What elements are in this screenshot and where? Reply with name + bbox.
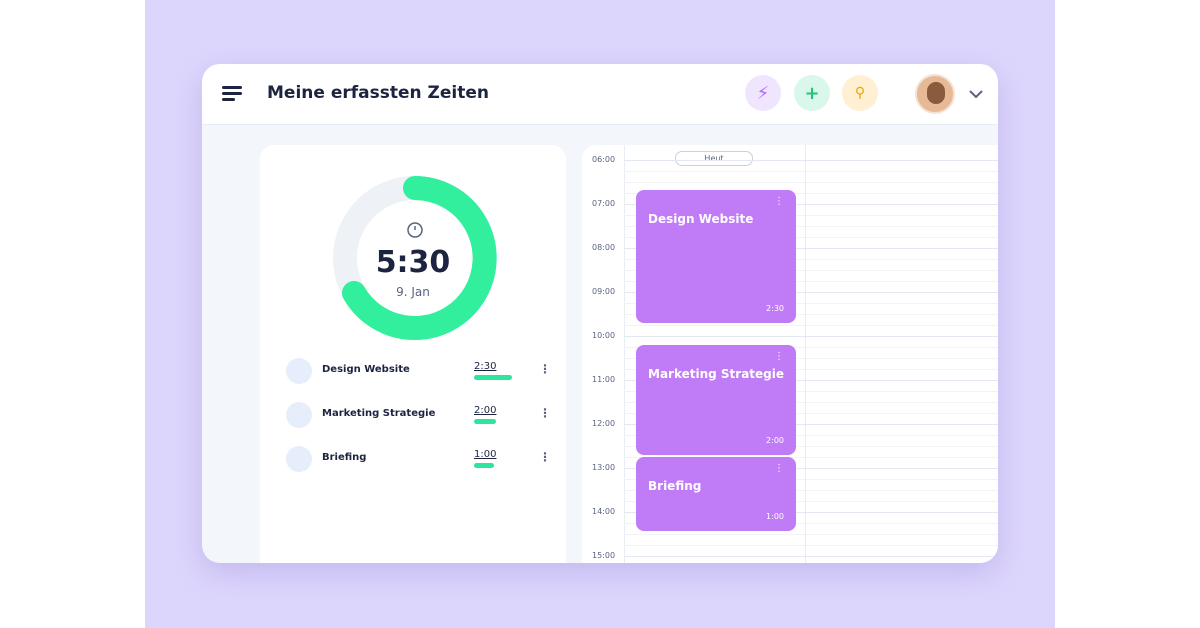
search-button[interactable]: ⚲ (842, 75, 878, 111)
header: Meine erfassten Zeiten ⚡ + ⚲ (202, 64, 998, 125)
grid-line (624, 215, 998, 216)
grid-line (624, 435, 998, 436)
grid-line (624, 248, 998, 249)
quick-button[interactable]: ⚡ (745, 75, 781, 111)
task-bar (474, 463, 494, 468)
grid-line (624, 369, 998, 370)
grid-line (624, 270, 998, 271)
total-time: 5:30 (375, 245, 451, 280)
menu-icon[interactable] (222, 85, 244, 103)
task-duration: 1:00 (474, 449, 497, 460)
event-title: Briefing (648, 479, 702, 493)
hour-label: 10:00 (592, 331, 616, 340)
grid-line (624, 237, 998, 238)
hour-label: 08:00 (592, 243, 616, 252)
grid-line (624, 314, 998, 315)
grid-line (624, 446, 998, 447)
event: Design Website 2:30 ⋮ (636, 190, 796, 323)
grid-line (624, 204, 998, 205)
dropdown-chevron[interactable] (969, 89, 983, 99)
event-duration: 1:00 (766, 512, 784, 521)
grid-line (624, 490, 998, 491)
event-menu: ⋮ (774, 351, 784, 362)
grid-line (624, 512, 998, 513)
grid-line (624, 336, 998, 337)
grid-line (624, 424, 998, 425)
task-menu: ⋮ (539, 406, 551, 420)
grid-line (624, 523, 998, 524)
hour-label: 14:00 (592, 507, 616, 516)
event-title: Marketing Strategie (648, 367, 785, 381)
task-menu: ⋮ (539, 362, 551, 376)
grid-line (624, 468, 998, 469)
grid-line (624, 160, 998, 161)
grid-line (624, 193, 998, 194)
grid-line (624, 292, 998, 293)
task-bar (474, 419, 496, 424)
grid-line (624, 281, 998, 282)
hour-label: 15:00 (592, 551, 616, 560)
hour-label: 12:00 (592, 419, 616, 428)
hour-label: 06:00 (592, 155, 616, 164)
calendar: Heut 06:00 07:00 08:00 09:00 10:00 11:00 12:00… (582, 145, 998, 563)
task-bar (474, 375, 512, 380)
app-window: Meine erfassten Zeiten ⚡ + ⚲ 5:30 9. Jan… (202, 64, 998, 563)
grid-line (624, 479, 998, 480)
task-icon (286, 358, 312, 384)
grid-line (624, 380, 998, 381)
event: Briefing 1:00 ⋮ (636, 457, 796, 531)
grid-line (624, 171, 998, 172)
grid-line (624, 259, 998, 260)
hour-label: 09:00 (592, 287, 616, 296)
grid-line (624, 545, 998, 546)
date: 9. Jan (396, 285, 430, 299)
event-duration: 2:00 (766, 436, 784, 445)
event-menu: ⋮ (774, 463, 784, 474)
grid-line (624, 402, 998, 403)
grid-line (624, 226, 998, 227)
avatar[interactable] (915, 74, 955, 114)
task-name: Briefing (322, 452, 367, 463)
grid-line (624, 347, 998, 348)
grid-line (624, 534, 998, 535)
task-icon (286, 402, 312, 428)
event-title: Design Website (648, 212, 754, 226)
task-name: Marketing Strategie (322, 408, 436, 419)
task-icon (286, 446, 312, 472)
grid-line (624, 413, 998, 414)
grid-line (624, 556, 998, 557)
add-button[interactable]: + (794, 75, 830, 111)
progress-ring (333, 176, 497, 340)
task-duration: 2:30 (474, 361, 497, 372)
grid-line (624, 501, 998, 502)
grid-line (624, 303, 998, 304)
grid-line (624, 182, 998, 183)
grid-line (624, 325, 998, 326)
summary-panel: 5:30 9. Jan Design Website 2:30 ⋮ Marketing… (260, 145, 566, 563)
today-label: Heut (675, 151, 753, 166)
hour-label: 13:00 (592, 463, 616, 472)
task-menu: ⋮ (539, 450, 551, 464)
event-menu: ⋮ (774, 196, 784, 207)
event: Marketing Strategie 2:00 ⋮ (636, 345, 796, 455)
grid-line (624, 358, 998, 359)
task-duration: 2:00 (474, 405, 497, 416)
title: Meine erfassten Zeiten (267, 83, 489, 103)
event-duration: 2:30 (766, 304, 784, 313)
task-name: Design Website (322, 364, 410, 375)
grid-line (624, 391, 998, 392)
grid-line (624, 457, 998, 458)
hour-label: 11:00 (592, 375, 616, 384)
hour-label: 07:00 (592, 199, 616, 208)
